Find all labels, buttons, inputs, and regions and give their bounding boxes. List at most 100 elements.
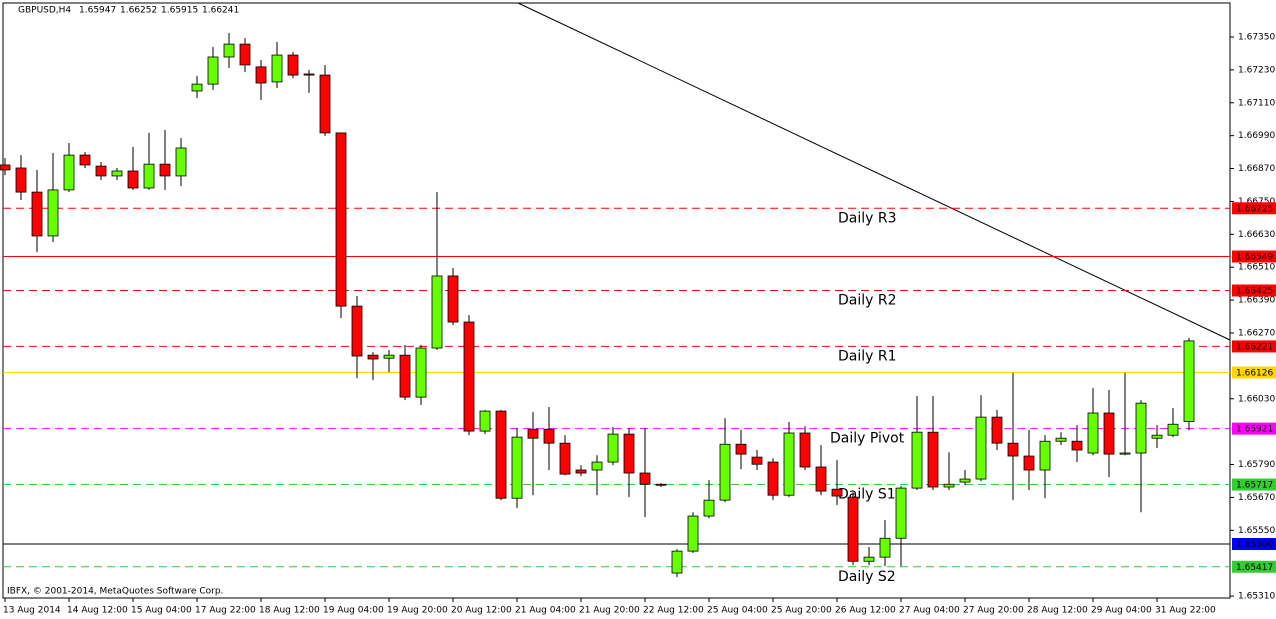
y-tick-label: 1.65310 <box>1238 592 1275 602</box>
candle-body <box>1103 412 1115 455</box>
candle-body <box>719 443 731 501</box>
candle-body <box>1167 423 1179 436</box>
level-label: 1.66549 <box>1236 253 1273 263</box>
candle-body <box>735 443 747 455</box>
level-box <box>1232 284 1276 297</box>
candle-body <box>0 164 11 171</box>
candle-body <box>511 436 523 499</box>
candle-body <box>575 469 587 474</box>
candle-body <box>495 410 507 499</box>
header-value: 1.66252 <box>120 6 157 16</box>
candle-body <box>623 433 635 474</box>
y-tick-label: 1.67350 <box>1238 32 1275 42</box>
candle-body <box>319 74 331 134</box>
candle-body <box>463 321 475 432</box>
x-tick-label: 21 Aug 20:00 <box>579 606 640 616</box>
x-tick-label: 22 Aug 12:00 <box>643 606 704 616</box>
header-value: 1.65947 <box>79 6 116 16</box>
level-box <box>1232 340 1276 353</box>
candle-body <box>367 354 379 360</box>
y-tick-label: 1.65550 <box>1238 526 1275 536</box>
level-box <box>1232 478 1276 491</box>
chart-title: GBPUSD,H4 <box>18 6 71 16</box>
level-box <box>1232 202 1276 215</box>
candle-body <box>287 54 299 76</box>
level-box <box>1232 366 1276 379</box>
level-label: 1.66725 <box>1236 204 1273 214</box>
y-tick-label: 1.66750 <box>1238 197 1275 207</box>
candle-body <box>1151 434 1163 439</box>
candle-body <box>895 487 907 539</box>
y-tick-label: 1.65670 <box>1238 493 1275 503</box>
candle-body <box>95 165 107 177</box>
candle-body <box>335 132 347 307</box>
candle-body <box>975 416 987 480</box>
level-label: 1.66425 <box>1236 286 1273 296</box>
x-tick-label: 14 Aug 12:00 <box>67 606 128 616</box>
candle-body <box>1135 402 1147 454</box>
candle-body <box>527 428 539 439</box>
level-box <box>1232 422 1276 435</box>
candle-body <box>559 442 571 475</box>
candle-body <box>799 432 811 468</box>
level-label: 1.65717 <box>1236 481 1273 491</box>
candle-body <box>1039 440 1051 471</box>
level-label: 1.65500 <box>1236 540 1273 550</box>
level-name: Daily S1 <box>838 487 896 503</box>
y-tick-label: 1.66030 <box>1238 394 1275 404</box>
y-tick-label: 1.65790 <box>1238 460 1275 470</box>
candle-body <box>63 154 75 191</box>
x-tick-label: 28 Aug 12:00 <box>1027 606 1088 616</box>
candle-body <box>15 167 27 193</box>
candle-body <box>111 170 123 177</box>
candle-body <box>415 347 427 398</box>
candle-body <box>1055 437 1067 442</box>
candle-body <box>783 432 795 496</box>
candle-body <box>943 483 955 488</box>
candle-body <box>911 431 923 489</box>
candle-body <box>303 73 315 76</box>
candle-body <box>447 275 459 323</box>
x-tick-label: 25 Aug 20:00 <box>771 606 832 616</box>
candle-body <box>639 472 651 485</box>
y-tick-label: 1.67230 <box>1238 65 1275 75</box>
level-name: Daily S2 <box>838 569 896 585</box>
candle-body <box>991 416 1003 444</box>
candle-body <box>479 410 491 432</box>
candle-body <box>1023 455 1035 471</box>
candle-body <box>143 163 155 189</box>
x-tick-label: 19 Aug 04:00 <box>323 606 384 616</box>
x-tick-label: 13 Aug 2014 <box>3 606 61 616</box>
candle-body <box>239 43 251 66</box>
x-tick-label: 17 Aug 22:00 <box>195 606 256 616</box>
candle-body <box>591 461 603 471</box>
level-name: Daily Pivot <box>830 431 905 447</box>
candle-body <box>383 354 395 359</box>
candle-body <box>831 488 843 497</box>
candle-body <box>159 163 171 177</box>
candle-body <box>815 466 827 492</box>
copyright: IBFX, © 2001-2014, MetaQuotes Software C… <box>7 587 223 597</box>
level-label: 1.66126 <box>1236 368 1273 378</box>
x-tick-label: 27 Aug 04:00 <box>899 606 960 616</box>
level-name: Daily R3 <box>838 210 897 226</box>
x-tick-label: 26 Aug 12:00 <box>835 606 896 616</box>
y-tick-label: 1.66390 <box>1238 296 1275 306</box>
candle-body <box>879 537 891 558</box>
candle-body <box>703 499 715 517</box>
candle-body <box>255 66 267 84</box>
candle-body <box>191 83 203 92</box>
candle-body <box>1183 340 1195 422</box>
x-tick-label: 29 Aug 04:00 <box>1091 606 1152 616</box>
candle-body <box>47 189 59 237</box>
trend-line <box>517 2 1231 341</box>
x-tick-label: 31 Aug 22:00 <box>1155 606 1216 616</box>
candle-body <box>351 305 363 357</box>
candle-body <box>687 515 699 552</box>
candle-body <box>207 56 219 85</box>
level-name: Daily R2 <box>838 292 897 308</box>
level-label: 1.65921 <box>1236 425 1273 435</box>
x-tick-label: 21 Aug 04:00 <box>515 606 576 616</box>
candle-body <box>543 428 555 444</box>
candle-body <box>1071 440 1083 451</box>
